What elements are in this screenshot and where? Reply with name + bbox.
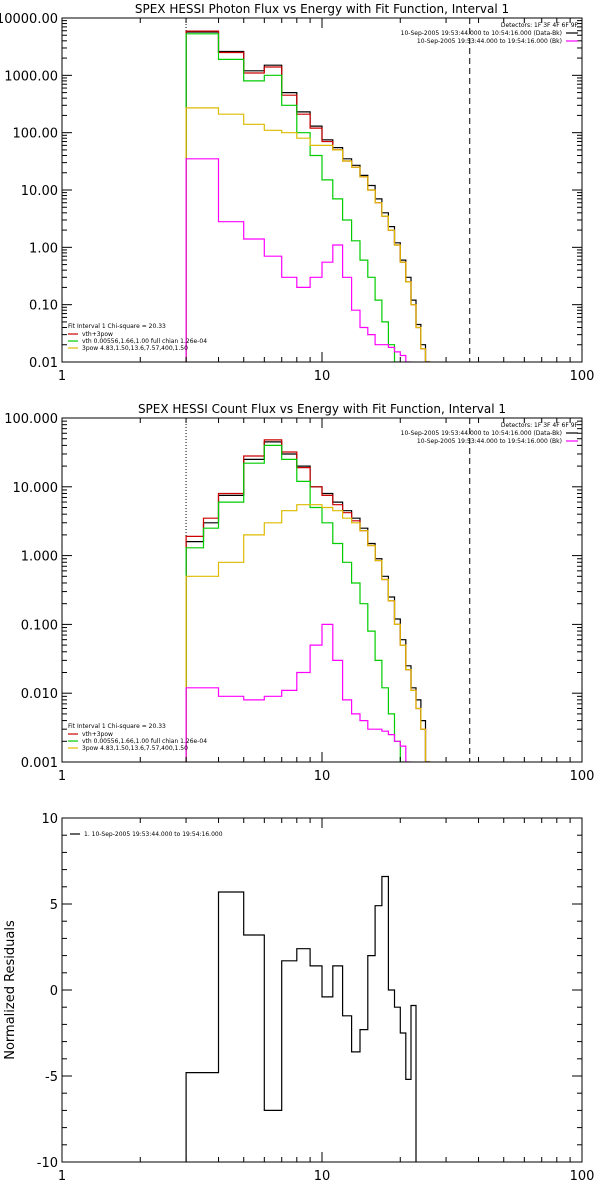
y-tick-label: -10 (37, 1156, 58, 1171)
y-tick-label: 10000.00 (0, 12, 58, 27)
y-tick-label: 1000.00 (4, 69, 58, 84)
y-tick-label: -5 (45, 1070, 58, 1085)
legend-label: vth+3pow (82, 731, 113, 738)
data-time-label: 10-Sep-2005 19:53:44.000 to 10:54:16.000… (401, 430, 562, 437)
legend-label: 3pow 4.83,1.50,13.6,7.57,400,1.50 (82, 345, 188, 352)
detectors-label: Detectors: 1F 3F 4F 6F 9F (501, 22, 579, 29)
series-background (185, 623, 412, 762)
series-total_fit (185, 30, 431, 362)
x-tick-label: 10 (314, 369, 331, 384)
bk-time-label: 10-Sep-2005 19:53:44.000 to 19:54:16.000… (417, 38, 562, 45)
legend-label: vth+3pow (82, 331, 113, 338)
x-tick-label: 100 (570, 369, 595, 384)
legend-label: 3pow 4.83,1.50,13.6,7.57,400,1.50 (82, 745, 188, 752)
y-axis-label: Normalized Residuals (3, 920, 18, 1060)
y-tick-label: 0.01 (29, 356, 58, 371)
y-tick-label: 10.00 (21, 184, 58, 199)
y-tick-label: 0 (50, 984, 58, 999)
series-nonthermal (185, 504, 431, 762)
y-tick-label: 0.010 (21, 687, 58, 702)
plot-frame (61, 17, 583, 363)
plot-frame (61, 417, 583, 763)
detectors-label: Detectors: 1F 3F 4F 6F 9F (501, 422, 579, 429)
y-tick-label: 1.000 (21, 550, 58, 565)
series-thermal (185, 444, 407, 762)
x-tick-label: 1 (58, 769, 66, 784)
x-tick-label: 100 (570, 1169, 595, 1184)
x-tick-label: 10 (314, 769, 331, 784)
y-tick-label: 0.001 (21, 756, 58, 771)
bk-time-label: 10-Sep-2005 19:53:44.000 to 19:54:16.000… (417, 438, 562, 445)
chart-title: SPEX HESSI Count Flux vs Energy with Fit… (138, 402, 506, 416)
x-tick-label: 10 (314, 1169, 331, 1184)
x-tick-label: 1 (58, 1169, 66, 1184)
chart-panel-1: SPEX HESSI Photon Flux vs Energy with Fi… (0, 2, 594, 384)
y-tick-label: 10.000 (13, 481, 59, 496)
series-background (185, 158, 412, 362)
fit-chi-square-label: Fit Interval 1 Chi-square = 20.33 (68, 323, 166, 330)
chart-panel-3: 1 10 100 10 5 0 -5 -10 Normalized Residuals 1. 10… (3, 812, 594, 1184)
series-thermal (185, 33, 401, 362)
y-tick-label: 1.00 (29, 241, 58, 256)
x-tick-label: 100 (570, 769, 595, 784)
series-nonthermal (185, 107, 431, 362)
series-residuals (185, 875, 417, 1162)
chart-title: SPEX HESSI Photon Flux vs Energy with Fi… (135, 2, 509, 16)
data-time-label: 10-Sep-2005 19:53:44.000 to 10:54:16.000… (401, 30, 562, 37)
y-tick-label: 0.100 (21, 618, 58, 633)
x-tick-label: 1 (58, 369, 66, 384)
series-data (185, 31, 431, 362)
legend-label: vth 0.00556,1.66,1.00 full chian 1.26e-0… (82, 738, 207, 745)
fit-chi-square-label: Fit Interval 1 Chi-square = 20.33 (68, 723, 166, 730)
y-tick-label: 0.10 (29, 299, 58, 314)
y-tick-label: 100.00 (13, 127, 59, 142)
y-tick-label: 5 (50, 898, 58, 913)
legend-label: 1. 10-Sep-2005 19:53:44.000 to 19:54:16.… (84, 831, 223, 838)
legend-label: vth 0.00556,1.66,1.00 full chian 1.26e-0… (82, 338, 207, 345)
y-tick-label: 10 (41, 812, 58, 827)
y-tick-label: 100.000 (4, 412, 58, 427)
chart-panel-2: SPEX HESSI Count Flux vs Energy with Fit… (4, 402, 594, 784)
